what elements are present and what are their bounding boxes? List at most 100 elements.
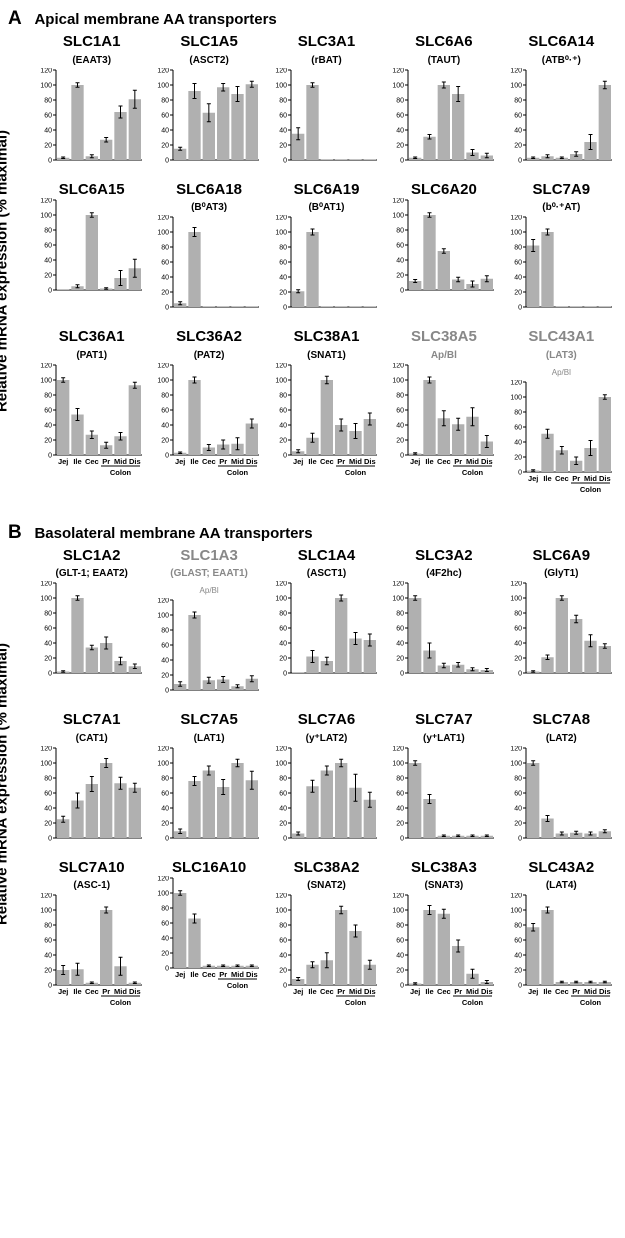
svg-text:Pr: Pr xyxy=(572,474,580,483)
svg-text:60: 60 xyxy=(514,112,522,119)
svg-text:60: 60 xyxy=(279,626,287,633)
svg-text:40: 40 xyxy=(44,641,52,648)
svg-text:40: 40 xyxy=(44,422,52,429)
chart-title: SLC38A1(SNAT1) xyxy=(271,329,382,363)
svg-text:20: 20 xyxy=(396,142,404,149)
svg-text:80: 80 xyxy=(279,245,287,252)
svg-text:Jej: Jej xyxy=(528,474,538,483)
bar-chart: 020406080100120JejIleCecPrMidDisColon xyxy=(506,893,614,1021)
svg-text:40: 40 xyxy=(162,422,170,429)
svg-text:20: 20 xyxy=(162,820,170,827)
svg-text:Mid: Mid xyxy=(231,970,244,979)
chart-grid-a: SLC1A1(EAAT3)020406080100120SLC1A5(ASCT2… xyxy=(36,34,617,508)
svg-text:Pr: Pr xyxy=(454,457,462,466)
svg-text:120: 120 xyxy=(275,68,287,75)
svg-text:80: 80 xyxy=(396,97,404,104)
svg-text:40: 40 xyxy=(396,641,404,648)
chart-title: SLC1A2(GLT-1; EAAT2) xyxy=(36,548,147,582)
chart-cell: SLC6A14(ATB⁰·⁺)020406080100120 xyxy=(506,34,617,178)
chart-title: SLC43A2(LAT4) xyxy=(506,860,617,894)
svg-text:120: 120 xyxy=(510,581,522,588)
svg-text:80: 80 xyxy=(44,923,52,930)
chart-cell: SLC38A5Ap/Bl020406080100120JejIleCecPrMi… xyxy=(388,329,499,507)
svg-text:80: 80 xyxy=(279,923,287,930)
chart-cell: SLC6A15020406080100120 xyxy=(36,182,147,326)
svg-text:60: 60 xyxy=(514,626,522,633)
svg-text:0: 0 xyxy=(400,452,404,459)
svg-text:120: 120 xyxy=(158,598,170,605)
chart-cell: SLC7A9(b⁰·⁺AT)020406080100120 xyxy=(506,182,617,326)
svg-text:100: 100 xyxy=(393,377,405,384)
svg-text:60: 60 xyxy=(44,243,52,250)
svg-text:Colon: Colon xyxy=(110,468,132,477)
chart-title: SLC7A7(y⁺LAT1) xyxy=(388,712,499,746)
svg-text:100: 100 xyxy=(158,230,170,237)
svg-text:60: 60 xyxy=(279,260,287,267)
svg-text:40: 40 xyxy=(279,422,287,429)
svg-text:80: 80 xyxy=(396,923,404,930)
bar-chart: 020406080100120 xyxy=(36,581,144,691)
svg-text:100: 100 xyxy=(275,230,287,237)
svg-text:20: 20 xyxy=(162,437,170,444)
chart-cell: SLC7A5(LAT1)020406080100120 xyxy=(153,712,264,856)
svg-text:Cec: Cec xyxy=(320,457,334,466)
svg-text:0: 0 xyxy=(518,469,522,476)
svg-text:20: 20 xyxy=(44,142,52,149)
svg-text:0: 0 xyxy=(283,671,287,678)
svg-text:80: 80 xyxy=(396,775,404,782)
ylabel-a: Relative mRNA expression (% maximal) xyxy=(0,130,11,412)
svg-text:20: 20 xyxy=(162,142,170,149)
chart-cell: SLC43A1(LAT3)Ap/Bl020406080100120JejIleC… xyxy=(506,329,617,507)
chart-title: SLC7A10(ASC-1) xyxy=(36,860,147,894)
svg-text:0: 0 xyxy=(400,157,404,164)
svg-text:80: 80 xyxy=(279,392,287,399)
svg-text:0: 0 xyxy=(518,983,522,990)
svg-text:40: 40 xyxy=(514,805,522,812)
chart-cell: SLC3A2(4F2hc)020406080100120 xyxy=(388,548,499,708)
svg-text:Colon: Colon xyxy=(345,998,367,1007)
bar-chart: 020406080100120 xyxy=(153,215,261,325)
svg-text:Ile: Ile xyxy=(73,987,81,996)
svg-text:80: 80 xyxy=(44,97,52,104)
svg-text:Dis: Dis xyxy=(599,474,611,483)
svg-text:20: 20 xyxy=(44,656,52,663)
svg-text:Cec: Cec xyxy=(437,457,451,466)
svg-text:60: 60 xyxy=(162,642,170,649)
svg-text:60: 60 xyxy=(514,790,522,797)
svg-text:60: 60 xyxy=(162,112,170,119)
svg-text:100: 100 xyxy=(158,82,170,89)
chart-cell: SLC38A2(SNAT2)020406080100120JejIleCecPr… xyxy=(271,860,382,1022)
svg-text:20: 20 xyxy=(44,968,52,975)
chart-cell: SLC43A2(LAT4)020406080100120JejIleCecPrM… xyxy=(506,860,617,1022)
svg-text:100: 100 xyxy=(40,908,52,915)
svg-text:120: 120 xyxy=(393,68,405,75)
svg-text:40: 40 xyxy=(162,275,170,282)
svg-text:60: 60 xyxy=(162,407,170,414)
svg-text:Colon: Colon xyxy=(579,998,601,1007)
svg-text:60: 60 xyxy=(396,626,404,633)
svg-text:40: 40 xyxy=(396,805,404,812)
chart-title: SLC43A1(LAT3)Ap/Bl xyxy=(506,329,617,379)
svg-text:80: 80 xyxy=(162,906,170,913)
chart-cell: SLC7A7(y⁺LAT1)020406080100120 xyxy=(388,712,499,856)
svg-text:Mid: Mid xyxy=(584,474,597,483)
svg-text:0: 0 xyxy=(165,157,169,164)
svg-text:Ile: Ile xyxy=(191,970,199,979)
svg-text:40: 40 xyxy=(44,953,52,960)
svg-text:Colon: Colon xyxy=(462,998,484,1007)
svg-text:0: 0 xyxy=(48,835,52,842)
panel-b: B Basolateral membrane AA transporters R… xyxy=(8,522,617,1022)
panel-a-title: Apical membrane AA transporters xyxy=(34,11,276,28)
svg-text:80: 80 xyxy=(514,923,522,930)
svg-text:80: 80 xyxy=(279,97,287,104)
svg-text:120: 120 xyxy=(40,68,52,75)
svg-text:60: 60 xyxy=(396,407,404,414)
svg-text:120: 120 xyxy=(510,215,522,222)
svg-text:40: 40 xyxy=(162,657,170,664)
svg-text:40: 40 xyxy=(279,641,287,648)
svg-text:Jej: Jej xyxy=(175,457,185,466)
svg-text:Jej: Jej xyxy=(58,987,68,996)
svg-text:0: 0 xyxy=(400,288,404,295)
bar-chart: 020406080100120 xyxy=(388,68,496,178)
bar-chart: 020406080100120 xyxy=(388,198,496,308)
